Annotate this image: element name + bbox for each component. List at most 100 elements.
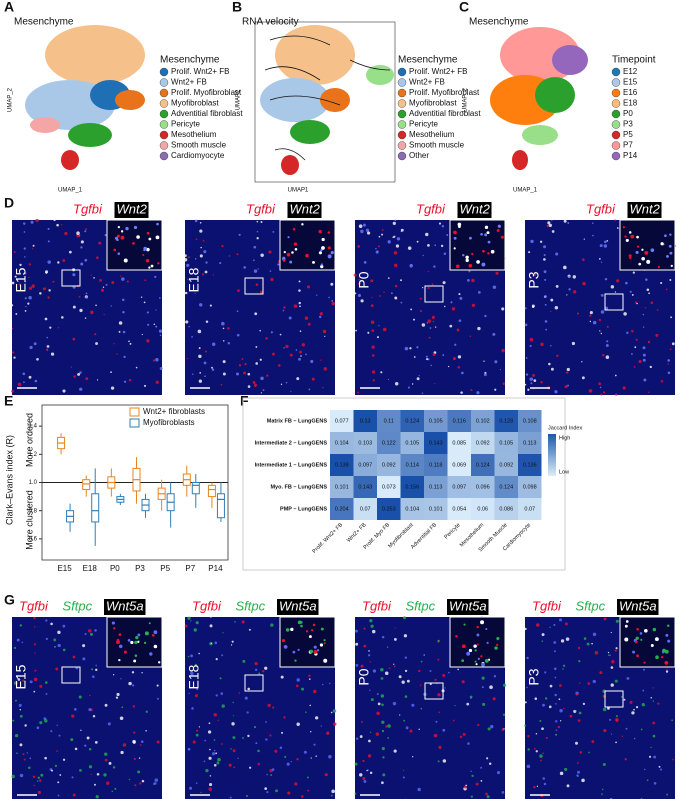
- speckle: [381, 747, 385, 751]
- speckle: [380, 667, 384, 672]
- speckle: [73, 708, 77, 711]
- speckle: [592, 632, 597, 637]
- speckle: [121, 277, 125, 281]
- speckle: [310, 629, 314, 632]
- speckle: [433, 733, 438, 738]
- speckle: [409, 729, 413, 733]
- speckle: [652, 721, 656, 725]
- speckle: [309, 649, 314, 654]
- speckle: [39, 721, 43, 725]
- speckle: [310, 730, 312, 733]
- legend-swatch: [159, 67, 169, 77]
- speckle: [422, 254, 424, 257]
- speckle: [656, 309, 659, 311]
- speckle: [370, 698, 374, 702]
- x-axis-label: UMAP1: [288, 188, 309, 194]
- speckle: [461, 659, 465, 663]
- speckle: [486, 795, 490, 799]
- speckle: [641, 703, 645, 707]
- speckle: [495, 271, 499, 275]
- speckle: [652, 627, 657, 632]
- marker-label: Tgfbi: [192, 598, 222, 613]
- speckle: [110, 305, 112, 307]
- speckle: [556, 354, 559, 358]
- speckle: [139, 782, 142, 785]
- speckle: [460, 391, 463, 394]
- marker-bg: [447, 599, 489, 615]
- speckle: [148, 237, 152, 241]
- speckle: [187, 655, 190, 658]
- speckle: [363, 627, 366, 630]
- speckle: [256, 237, 259, 240]
- speckle: [447, 365, 450, 368]
- speckle: [443, 252, 447, 256]
- speckle: [324, 773, 328, 777]
- speckle: [497, 224, 501, 228]
- speckle: [468, 236, 472, 240]
- speckle: [367, 654, 371, 657]
- speckle: [575, 741, 578, 745]
- speckle: [486, 641, 489, 644]
- speckle: [369, 689, 371, 692]
- speckle: [269, 270, 272, 272]
- speckle: [308, 678, 311, 680]
- speckle: [393, 251, 398, 255]
- heatmap-cell: [330, 454, 354, 476]
- speckle: [563, 265, 567, 270]
- speckle: [257, 268, 259, 270]
- speckle: [635, 706, 639, 709]
- speckle: [635, 250, 639, 254]
- speckle: [46, 345, 50, 348]
- speckle: [481, 662, 485, 667]
- speckle: [646, 779, 649, 782]
- speckle: [50, 622, 53, 626]
- speckle: [33, 643, 37, 646]
- speckle: [290, 760, 292, 763]
- speckle: [238, 364, 242, 367]
- speckle: [281, 638, 286, 643]
- speckle: [582, 258, 585, 262]
- speckle: [331, 789, 335, 794]
- speckle: [616, 227, 619, 229]
- speckle: [299, 350, 302, 354]
- speckle: [442, 354, 445, 357]
- speckle: [410, 308, 413, 311]
- speckle: [221, 321, 225, 326]
- speckle: [457, 225, 461, 229]
- speckle: [19, 263, 22, 267]
- speckle: [416, 240, 419, 243]
- speckle: [629, 700, 633, 704]
- row-label: Matrix FB – LungGENS: [267, 418, 328, 424]
- speckle: [399, 714, 401, 716]
- speckle: [211, 752, 216, 756]
- speckle: [529, 377, 534, 381]
- speckle: [293, 304, 298, 308]
- speckle: [400, 228, 404, 232]
- speckle: [634, 640, 638, 644]
- speckle: [477, 657, 480, 661]
- speckle: [485, 628, 488, 631]
- box: [216, 493, 225, 519]
- speckle: [310, 359, 314, 364]
- speckle: [84, 230, 87, 233]
- speckle: [431, 315, 435, 319]
- speckle: [600, 393, 603, 396]
- speckle: [116, 234, 120, 238]
- cell-value: 0.204: [335, 506, 349, 512]
- speckle: [328, 754, 332, 759]
- speckle: [559, 618, 563, 622]
- speckle: [382, 756, 385, 759]
- speckle: [375, 247, 377, 250]
- speckle: [112, 674, 115, 676]
- inset: [279, 616, 336, 668]
- speckle: [190, 671, 194, 676]
- speckle: [280, 675, 284, 679]
- speckle: [68, 250, 72, 254]
- panel-letter: A: [4, 0, 14, 15]
- speckle: [465, 255, 469, 260]
- speckle: [134, 640, 138, 645]
- speckle: [78, 695, 82, 699]
- speckle: [228, 763, 232, 767]
- speckle: [39, 684, 43, 688]
- speckle: [57, 643, 61, 648]
